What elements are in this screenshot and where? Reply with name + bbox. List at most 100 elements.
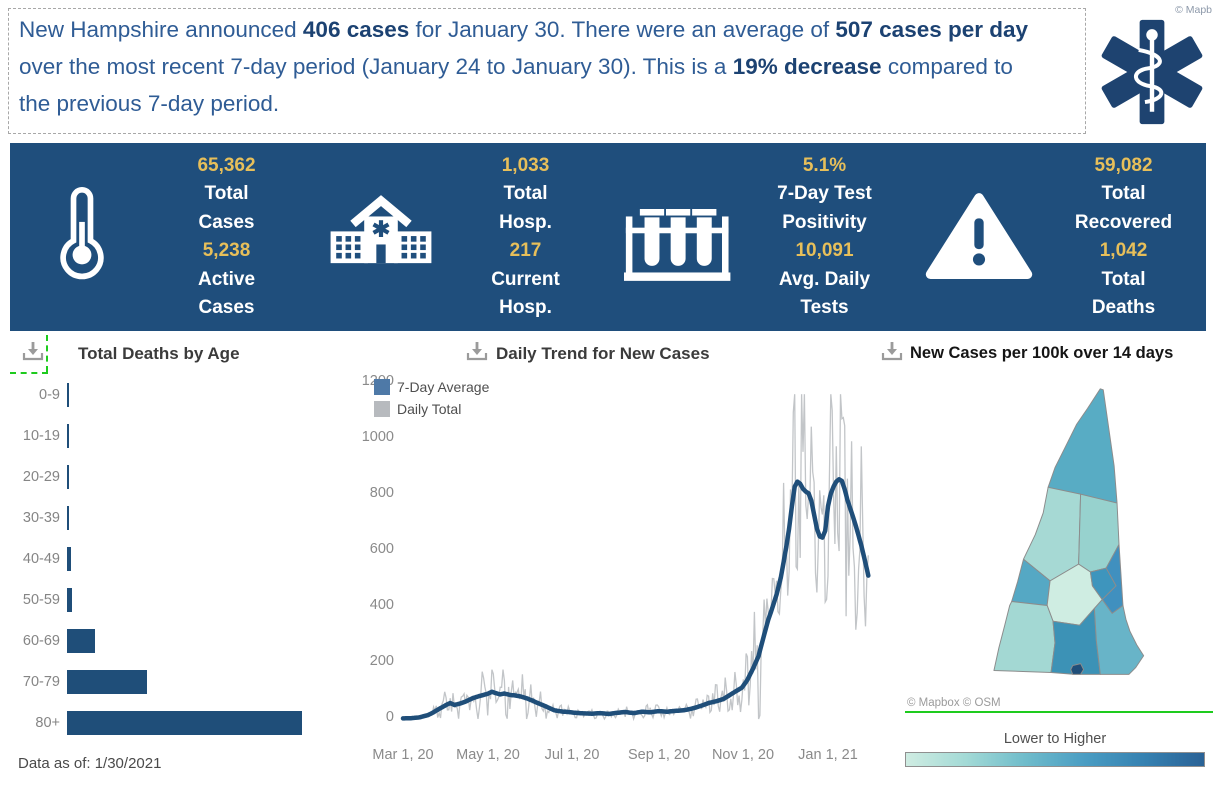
age-label: 80+ [35,715,60,731]
death-bar[interactable] [67,506,69,530]
county-rockingham[interactable] [1093,599,1145,675]
daily-trend-panel: Daily Trend for New Cases 1200 1000 800 … [350,335,895,788]
download-icon[interactable] [20,340,46,362]
stat-text-cases: 65,362 Total Cases 5,238 Active Cases [157,152,297,323]
test-positivity-label: 7-Day Test Positivity [777,183,872,233]
age-label: 50-59 [22,592,60,608]
death-bar[interactable] [67,383,69,407]
selection-highlight [46,335,48,372]
death-bar[interactable] [67,588,72,612]
x-axis-tick: Jul 1, 20 [544,747,600,763]
daily-trend-line-chart[interactable] [400,375,912,731]
daily-total-line[interactable] [402,394,869,722]
city-highlight-area[interactable] [1070,663,1085,675]
headline-avg-cases: 507 cases per day [835,17,1029,42]
stat-text-testing: 5.1% 7-Day Test Positivity 10,091 Avg. D… [755,152,895,323]
kpi-stats-bar: 65,362 Total Cases 5,238 Active Cases [10,143,1206,331]
seven-day-average-line[interactable] [400,477,871,721]
stat-group-cases: 65,362 Total Cases 5,238 Active Cases [10,143,309,331]
current-hosp-label: Current Hosp. [491,268,560,319]
death-row: 60-69 [10,628,95,654]
x-axis-tick: Nov 1, 20 [711,747,775,763]
current-hosp-value: 217 [509,240,542,261]
avg-daily-tests-label: Avg. Daily Tests [778,268,871,319]
x-axis-tick: Mar 1, 20 [372,747,434,763]
headline-segment: over the most recent 7-day period (Janua… [19,54,733,79]
hospital-icon [322,190,440,284]
stat-text-hosp: 1,033 Total Hosp. 217 Current Hosp. [456,152,596,323]
y-axis-tick: 600 [369,541,394,557]
headline-segment: New Hampshire announced [19,17,303,42]
color-legend-gradient [905,752,1205,767]
stat-group-testing: 5.1% 7-Day Test Positivity 10,091 Avg. D… [608,143,907,331]
stat-group-hospitalizations: 1,033 Total Hosp. 217 Current Hosp. [309,143,608,331]
y-axis-tick: 0 [385,709,394,725]
x-axis-tick: Jan 1, 21 [798,747,858,763]
thermometer-icon [23,180,141,294]
age-label: 0-9 [39,387,60,403]
y-axis-tick: 400 [369,597,394,613]
map-attribution-link[interactable]: © Mapbox © OSM [907,697,1001,709]
headline-panel: New Hampshire announced 406 cases for Ja… [8,8,1086,134]
legend-item-7day-average[interactable]: 7-Day Average [374,376,489,398]
death-row: 30-39 [10,505,69,531]
total-recovered-value: 59,082 [1094,154,1153,176]
county-coos[interactable] [1047,388,1118,504]
death-row: 10-19 [10,423,69,449]
warning-triangle-icon [920,190,1038,284]
map-credit-partial: © Mapb [1175,4,1212,16]
stat-group-outcomes: 59,082 Total Recovered 1,042 Total Death… [907,143,1206,331]
legend-swatch [374,401,390,417]
star-of-life-icon [1099,13,1205,131]
death-bar[interactable] [67,629,95,653]
age-label: 20-29 [22,469,60,485]
active-cases-value: 5,238 [202,240,251,261]
age-label: 70-79 [22,674,60,690]
headline-segment: compared to the previous 7-day period. [19,54,1013,116]
death-bar[interactable] [67,424,69,448]
total-recovered-label: Total Recovered [1074,183,1173,233]
cases-map-panel: New Cases per 100k over 14 days © Mapbox… [875,335,1215,788]
death-row: 70-79 [10,669,147,695]
selection-highlight-line [905,711,1213,713]
trend-chart-title: Daily Trend for New Cases [496,344,710,363]
test-positivity-value: 5.1% [802,154,847,176]
headline-segment: for January 30. There were an average of [409,17,836,42]
deaths-chart-title: Total Deaths by Age [78,344,240,363]
headline-trend-pct: 19% decrease [732,54,882,79]
data-as-of-note: Data as of: 1/30/2021 [18,755,162,772]
age-label: 10-19 [22,428,60,444]
y-axis-tick: 200 [369,653,394,669]
deaths-by-age-panel: Total Deaths by Age 0-9 10-19 20-29 30-3… [10,335,345,788]
death-row: 40-49 [10,546,71,572]
death-row: 80+ [10,710,302,736]
total-cases-value: 65,362 [197,154,256,176]
headline-text: New Hampshire announced 406 cases for Ja… [19,11,1031,122]
age-label: 30-39 [22,510,60,526]
total-hosp-label: Total Hosp. [499,183,552,233]
x-axis-tick: May 1, 20 [456,747,520,763]
legend-label: 7-Day Average [397,379,490,395]
stat-text-outcomes: 59,082 Total Recovered 1,042 Total Death… [1054,152,1194,323]
county-cheshire[interactable] [993,601,1056,673]
color-legend-label: Lower to Higher [1003,731,1107,747]
selection-highlight [10,372,48,374]
download-icon[interactable] [464,340,490,362]
active-cases-label: Active Cases [197,268,256,319]
legend-item-daily-total[interactable]: Daily Total [374,398,489,420]
death-bar[interactable] [67,711,302,735]
death-bar[interactable] [67,547,71,571]
headline-cases-count: 406 cases [302,17,410,42]
x-axis-tick: Sep 1, 20 [627,747,691,763]
death-row: 20-29 [10,464,69,490]
death-bar[interactable] [67,465,69,489]
death-bar[interactable] [67,670,147,694]
death-row: 50-59 [10,587,72,613]
nh-county-map [993,388,1145,675]
download-icon[interactable] [879,340,905,362]
y-axis-tick: 1000 [361,429,394,445]
avg-daily-tests-value: 10,091 [795,240,854,261]
age-label: 40-49 [22,551,60,567]
total-cases-label: Total Cases [198,183,255,233]
